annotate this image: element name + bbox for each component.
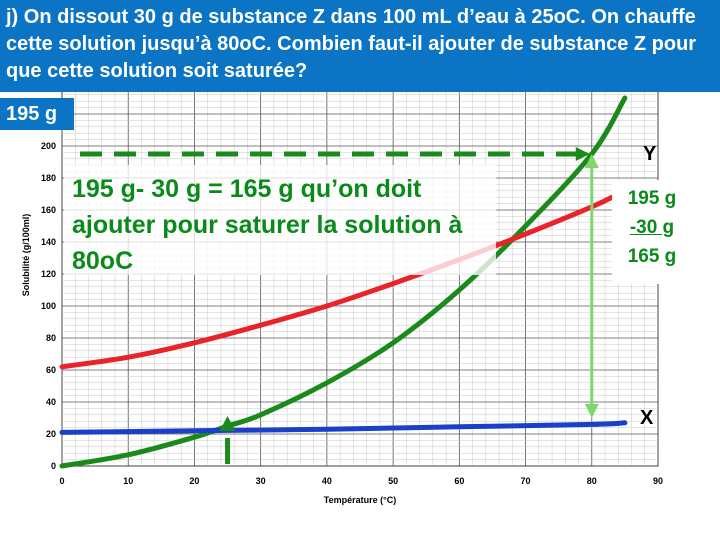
- question-text: j) On dissout 30 g de substance Z dans 1…: [6, 6, 697, 82]
- calc-line-3: 165 g: [627, 246, 677, 267]
- y-tick-label: 60: [46, 365, 56, 375]
- calculation-box: 195 g -30 g 165 g: [612, 180, 692, 284]
- dissolved-point-marker: [219, 416, 236, 431]
- y-tick-label: 140: [41, 237, 56, 247]
- curve-label-x: X: [640, 407, 654, 429]
- curve-label-y: Y: [643, 143, 657, 165]
- x-axis-title: Température (°C): [324, 495, 396, 505]
- x-tick-label: 10: [123, 476, 133, 486]
- saturation-badge-label: 195 g: [6, 103, 58, 125]
- difference-arrow-head-top: [584, 154, 599, 168]
- saturation-badge: 195 g: [0, 98, 74, 130]
- x-tick-label: 20: [189, 476, 199, 486]
- calc-line-2: -30 g: [629, 217, 675, 238]
- question-header: j) On dissout 30 g de substance Z dans 1…: [0, 0, 720, 92]
- x-tick-label: 80: [587, 476, 597, 486]
- y-tick-labels: 020406080100120140160180200220240: [41, 77, 56, 471]
- y-tick-label: 160: [41, 205, 56, 215]
- annotations-group: [80, 147, 599, 464]
- difference-arrow-head-bottom: [584, 404, 599, 418]
- x-tick-label: 60: [454, 476, 464, 486]
- y-tick-label: 100: [41, 301, 56, 311]
- y-tick-label: 20: [46, 429, 56, 439]
- x-tick-label: 50: [388, 476, 398, 486]
- x-tick-label: 30: [256, 476, 266, 486]
- y-tick-label: 40: [46, 397, 56, 407]
- y-tick-label: 120: [41, 269, 56, 279]
- answer-text: 195 g- 30 g = 165 g qu’on doit ajouter p…: [72, 175, 463, 275]
- dashed-arrow-head: [575, 147, 590, 161]
- x-tick-label: 40: [322, 476, 332, 486]
- series-line-x: [59, 420, 628, 435]
- y-tick-label: 200: [41, 141, 56, 151]
- x-tick-label: 90: [653, 476, 663, 486]
- x-tick-label: 70: [521, 476, 531, 486]
- y-tick-label: 0: [51, 461, 56, 471]
- x-tick-label: 0: [59, 476, 64, 486]
- y-tick-label: 80: [46, 333, 56, 343]
- series-line-y: [59, 188, 628, 370]
- series-group: [59, 95, 628, 469]
- y-axis-title: Solubilité (g/100ml): [21, 214, 31, 297]
- calc-line-1: 195 g: [627, 188, 677, 209]
- x-tick-labels: 0 10 20 30 40 50 60 70 80 90: [59, 476, 663, 486]
- y-tick-label: 180: [41, 173, 56, 183]
- answer-overlay: 195 g- 30 g = 165 g qu’on doit ajouter p…: [64, 165, 496, 275]
- series-line-z: [59, 95, 628, 469]
